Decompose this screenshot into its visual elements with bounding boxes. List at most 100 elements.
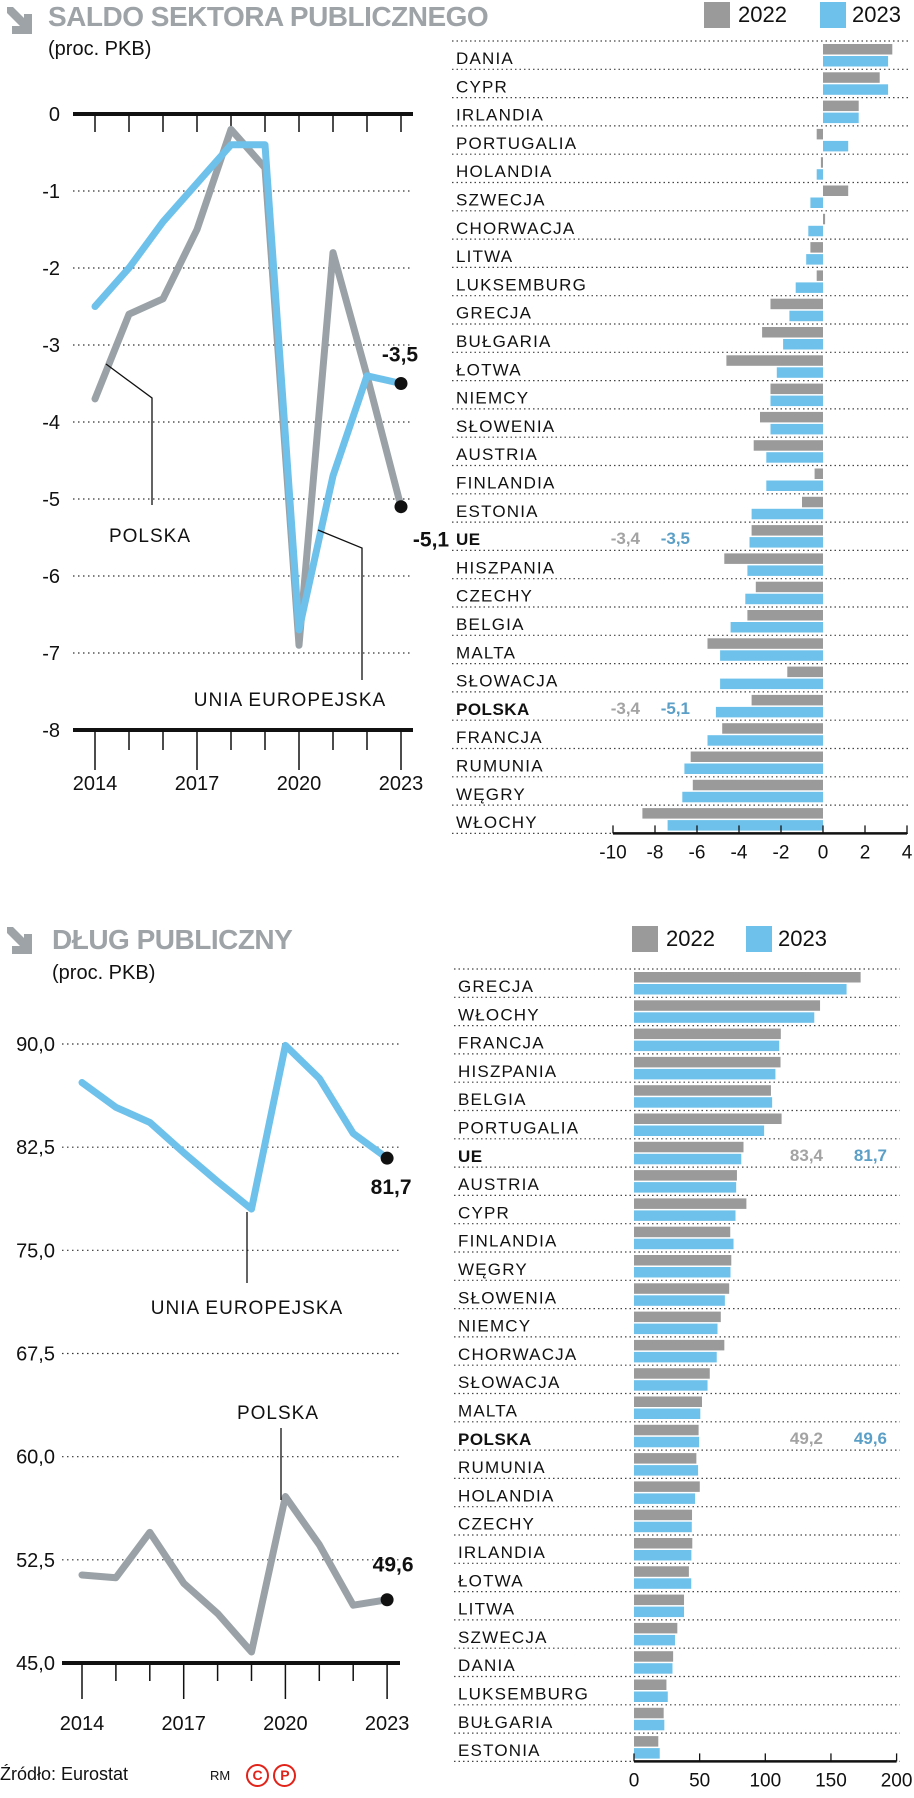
category-label: MALTA [456,643,516,662]
bar-2022-czechy [755,581,823,593]
category-label: WĘGRY [458,1260,528,1279]
y-tick-label: -6 [42,566,60,588]
category-label: HISZPANIA [458,1062,557,1081]
bar-2023-luksemburg [795,282,823,293]
bar-2022-dania [823,44,893,55]
y-tick-label: 60,0 [16,1447,55,1469]
bar-2022-chorwacja [634,1339,725,1351]
x-tick-label: 2017 [161,1713,206,1735]
category-label: CYPR [456,77,508,96]
y-tick-label: 45,0 [16,1653,55,1675]
series-line-polska [78,1493,391,1656]
bar-2022-szwecja [634,1622,678,1634]
category-label: LUKSEMBURG [458,1685,589,1704]
bar-2023-czechy [745,593,823,605]
bar-2022-austria [753,440,823,451]
bar-2022-cypr [634,1198,747,1209]
y-tick-label: 0 [49,104,60,126]
x-tick-label: 100 [749,1770,781,1791]
x-tick-label: 0 [629,1770,640,1791]
bar-2023-estonia [751,508,823,520]
y-tick-label: -7 [42,643,60,665]
bar-2022-grecja [770,298,823,310]
bar-2023-łotwa [776,367,823,378]
bar-2022-węgry [692,779,823,791]
bar-2023-cypr [634,1210,736,1221]
bar-2023-węgry [682,791,823,803]
x-tick-label: 2014 [73,773,118,795]
bar-2022-francja [634,1028,781,1040]
bar-2023-chorwacja [808,225,823,237]
bar-2022-ue [634,1141,744,1153]
copyright-icon: C [246,1764,269,1787]
bar-2022-niemcy [770,383,823,395]
category-label: ŁOTWA [456,360,522,379]
bar-2023-luksemburg [634,1691,668,1702]
x-tick-label: 2017 [175,773,220,795]
bar-2023-chorwacja [634,1351,717,1363]
bar-2023-irlandia [634,1550,692,1561]
legend-label-2022: 2022 [738,2,787,27]
category-label: POLSKA [456,700,530,719]
y-tick-label: 75,0 [16,1240,55,1262]
bar-2022-finlandia [814,468,823,479]
category-label: GRECJA [458,977,534,996]
y-tick-label: -2 [42,258,60,280]
category-label: RUMUNIA [458,1458,546,1477]
end-value-label: -5,1 [413,529,450,552]
bar-2023-holandia [816,169,823,180]
category-label: GRECJA [456,304,532,323]
x-tick-label: 2014 [60,1713,105,1735]
bar-2022-estonia [802,496,823,508]
bar-2022-finlandia [634,1226,731,1238]
category-label: SŁOWACJA [456,672,559,691]
series-label: POLSKA [237,1403,319,1424]
category-label: AUSTRIA [458,1175,540,1194]
bar-2023-austria [634,1182,737,1193]
bar-2022-cypr [823,72,880,83]
copyright-logo: C P [246,1764,297,1787]
bar-2023-słowenia [770,423,823,435]
bar-2023-słowacja [634,1380,708,1391]
y-tick-label: -8 [42,720,60,742]
y-tick-label: 67,5 [16,1344,55,1366]
bar-2022-dania [634,1651,674,1662]
bar-2022-słowacja [787,666,823,678]
bar-2023-węgry [634,1267,731,1278]
bar-2023-szwecja [810,197,823,208]
category-label: FINLANDIA [456,474,556,493]
category-label: POLSKA [458,1430,532,1449]
bar-2022-portugalia [816,128,823,140]
category-label: LUKSEMBURG [456,275,587,294]
category-label: WŁOCHY [458,1005,540,1024]
bar-2022-malta [634,1396,703,1407]
bar-2023-rumunia [684,763,823,774]
y-tick-label: 82,5 [16,1137,55,1159]
bar-2023-malta [720,650,823,661]
category-label: CYPR [458,1203,510,1222]
series-line-unia-europejska [78,1041,391,1213]
end-point-marker [380,1593,394,1607]
highlight-value-label: 49,2 [790,1429,823,1448]
bar-2022-portugalia [634,1113,782,1124]
category-label: SZWECJA [458,1628,548,1647]
bar-2022-słowenia [760,411,823,423]
bar-2022-ue [751,525,823,536]
bar-2022-niemcy [634,1311,721,1323]
category-label: HOLANDIA [456,162,553,181]
bar-2022-irlandia [823,100,859,112]
series-label: UNIA EUROPEJSKA [194,690,386,711]
legend-swatch-2022 [704,2,730,28]
highlight-value-label: 83,4 [790,1146,824,1165]
legend-swatch-2023 [746,926,772,952]
x-tick-label: 2023 [365,1713,410,1735]
category-label: WŁOCHY [456,813,538,832]
x-tick-label: 2 [860,842,871,863]
bar-2023-belgia [730,622,823,633]
bar-2022-włochy [642,808,823,819]
category-label: BELGIA [458,1090,527,1109]
bar-2022-holandia [820,157,823,168]
x-tick-label: 2023 [379,773,424,795]
bar-2023-włochy [667,820,823,831]
